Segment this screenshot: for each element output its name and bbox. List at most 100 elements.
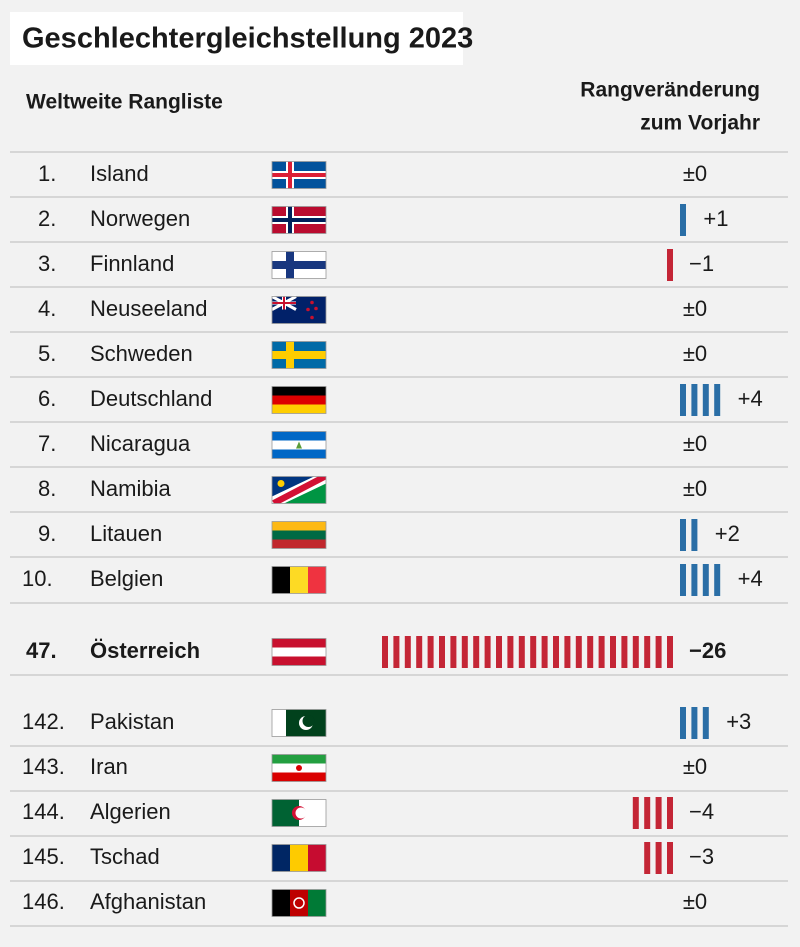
change-label: +2 [715,521,740,546]
change-label: −4 [689,799,714,824]
change-bar [680,204,686,236]
change-bar [644,797,651,829]
change-bar [667,797,673,829]
flag-part [290,844,308,872]
country: Iran [90,754,128,779]
flag-part [272,709,286,737]
flag [271,889,327,917]
change-bar [667,249,673,281]
flag-part [272,261,326,269]
flag [271,709,327,737]
flag-border [271,161,327,189]
flag-part [272,754,326,764]
change-label: −1 [689,251,714,276]
flag-border [271,206,327,234]
flag-part [296,441,302,449]
flag [271,521,327,549]
flag-part [272,647,326,657]
change-label: ±0 [683,296,707,321]
flag-border [271,386,327,414]
change-label: ±0 [683,754,707,779]
rank: 5. [38,341,56,366]
flag-part [272,395,326,405]
flag [271,295,327,324]
change-bar [702,564,709,596]
change-bar [691,519,698,551]
country: Neuseeland [90,296,207,321]
flag [271,799,327,827]
rank: 10. [22,566,53,591]
rank: 6. [38,386,56,411]
change-label: −26 [689,638,726,663]
flag-part [308,566,326,594]
flag-part [272,302,296,304]
flag-part [272,539,326,549]
rank: 2. [38,206,56,231]
country: Schweden [90,341,193,366]
change-bar [680,519,686,551]
change-bar [714,564,721,596]
flag-part [272,530,326,540]
change-bar [530,636,537,668]
country: Namibia [90,476,171,501]
change-label: +4 [738,386,763,411]
change-bar [644,842,651,874]
flag [271,566,327,594]
flag-border [271,709,327,737]
flag [271,341,327,369]
change-bar [691,707,698,739]
rank: 143. [22,754,65,779]
flag [271,844,327,872]
change-label: ±0 [683,476,707,501]
flag-part [290,889,308,917]
country: Österreich [90,638,200,663]
change-bar [473,636,480,668]
flag [271,251,327,279]
rank: 144. [22,799,65,824]
change-bar [553,636,559,668]
change-label: +1 [703,206,728,231]
change-bar [680,707,686,739]
change-bar [644,636,651,668]
flag-part [272,173,326,177]
change-bar [564,636,571,668]
flag-border [271,889,327,917]
change-bar [416,636,423,668]
flag-part [272,566,290,594]
flag-part [272,521,326,531]
change-bar [427,636,434,668]
flag-part [272,772,326,782]
rank: 47. [26,638,57,663]
change-label: −3 [689,844,714,869]
change-bar [632,636,639,668]
flag-part [308,889,326,917]
flag-part [272,656,326,666]
change-bar [702,384,709,416]
flag [271,476,327,504]
change-bar [587,636,594,668]
country: Algerien [90,799,171,824]
change-bar [655,797,662,829]
change-bar [691,564,698,596]
country: Deutschland [90,386,212,411]
change-bar [691,384,698,416]
change-bar [680,384,686,416]
flag-part [272,476,326,504]
rank: 142. [22,709,65,734]
flag-part [272,404,326,414]
change-bar [439,636,445,668]
flag-part [272,449,326,459]
change-bar [404,636,411,668]
flag-part [295,807,307,819]
flag [271,386,327,414]
flag-border [271,844,327,872]
change-bar [518,636,525,668]
right-header: zum Vorjahr [640,112,760,135]
change-bar [621,636,628,668]
flag-part [308,844,326,872]
flag-border [271,566,327,594]
flag-part [272,351,326,359]
change-bar [598,636,605,668]
change-bar [484,636,491,668]
